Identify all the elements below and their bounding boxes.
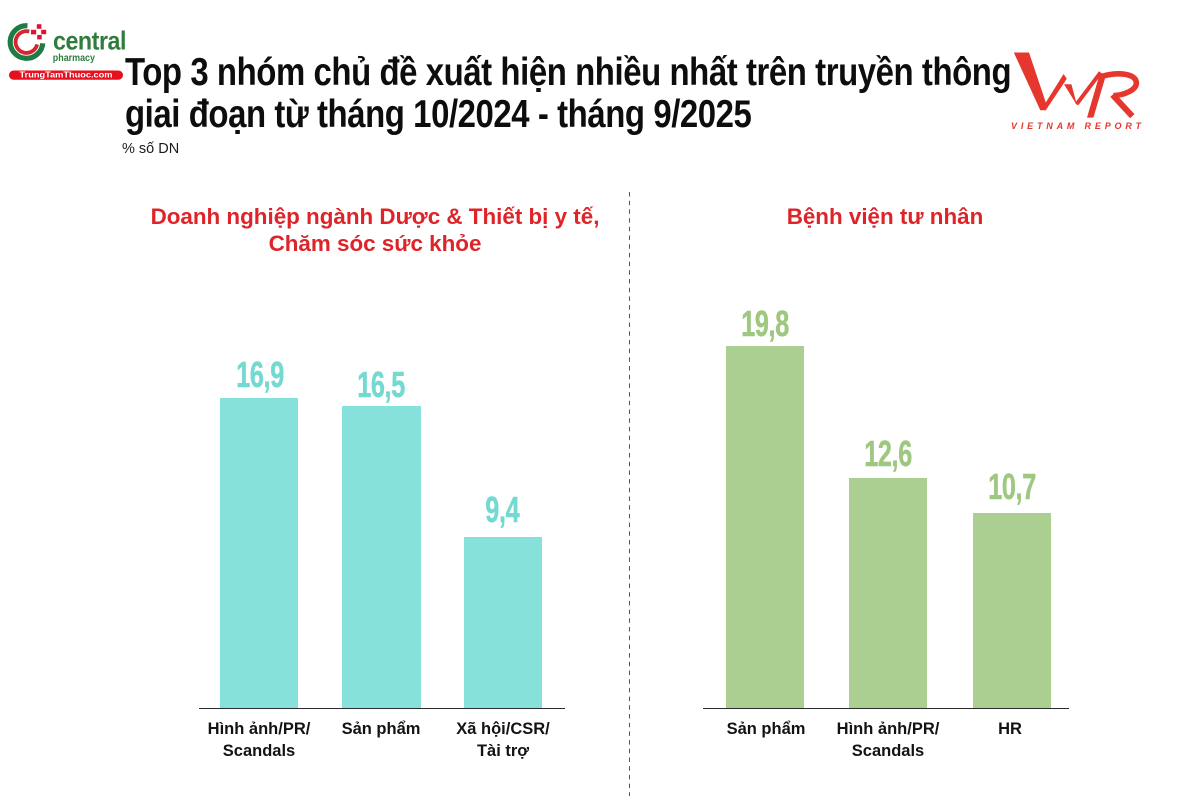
svg-text:VIETNAM REPORT: VIETNAM REPORT — [1011, 121, 1143, 131]
svg-text:pharmacy: pharmacy — [53, 53, 95, 64]
svg-text:central: central — [53, 26, 126, 56]
svg-text:TrungTamThuoc.com: TrungTamThuoc.com — [20, 71, 113, 80]
